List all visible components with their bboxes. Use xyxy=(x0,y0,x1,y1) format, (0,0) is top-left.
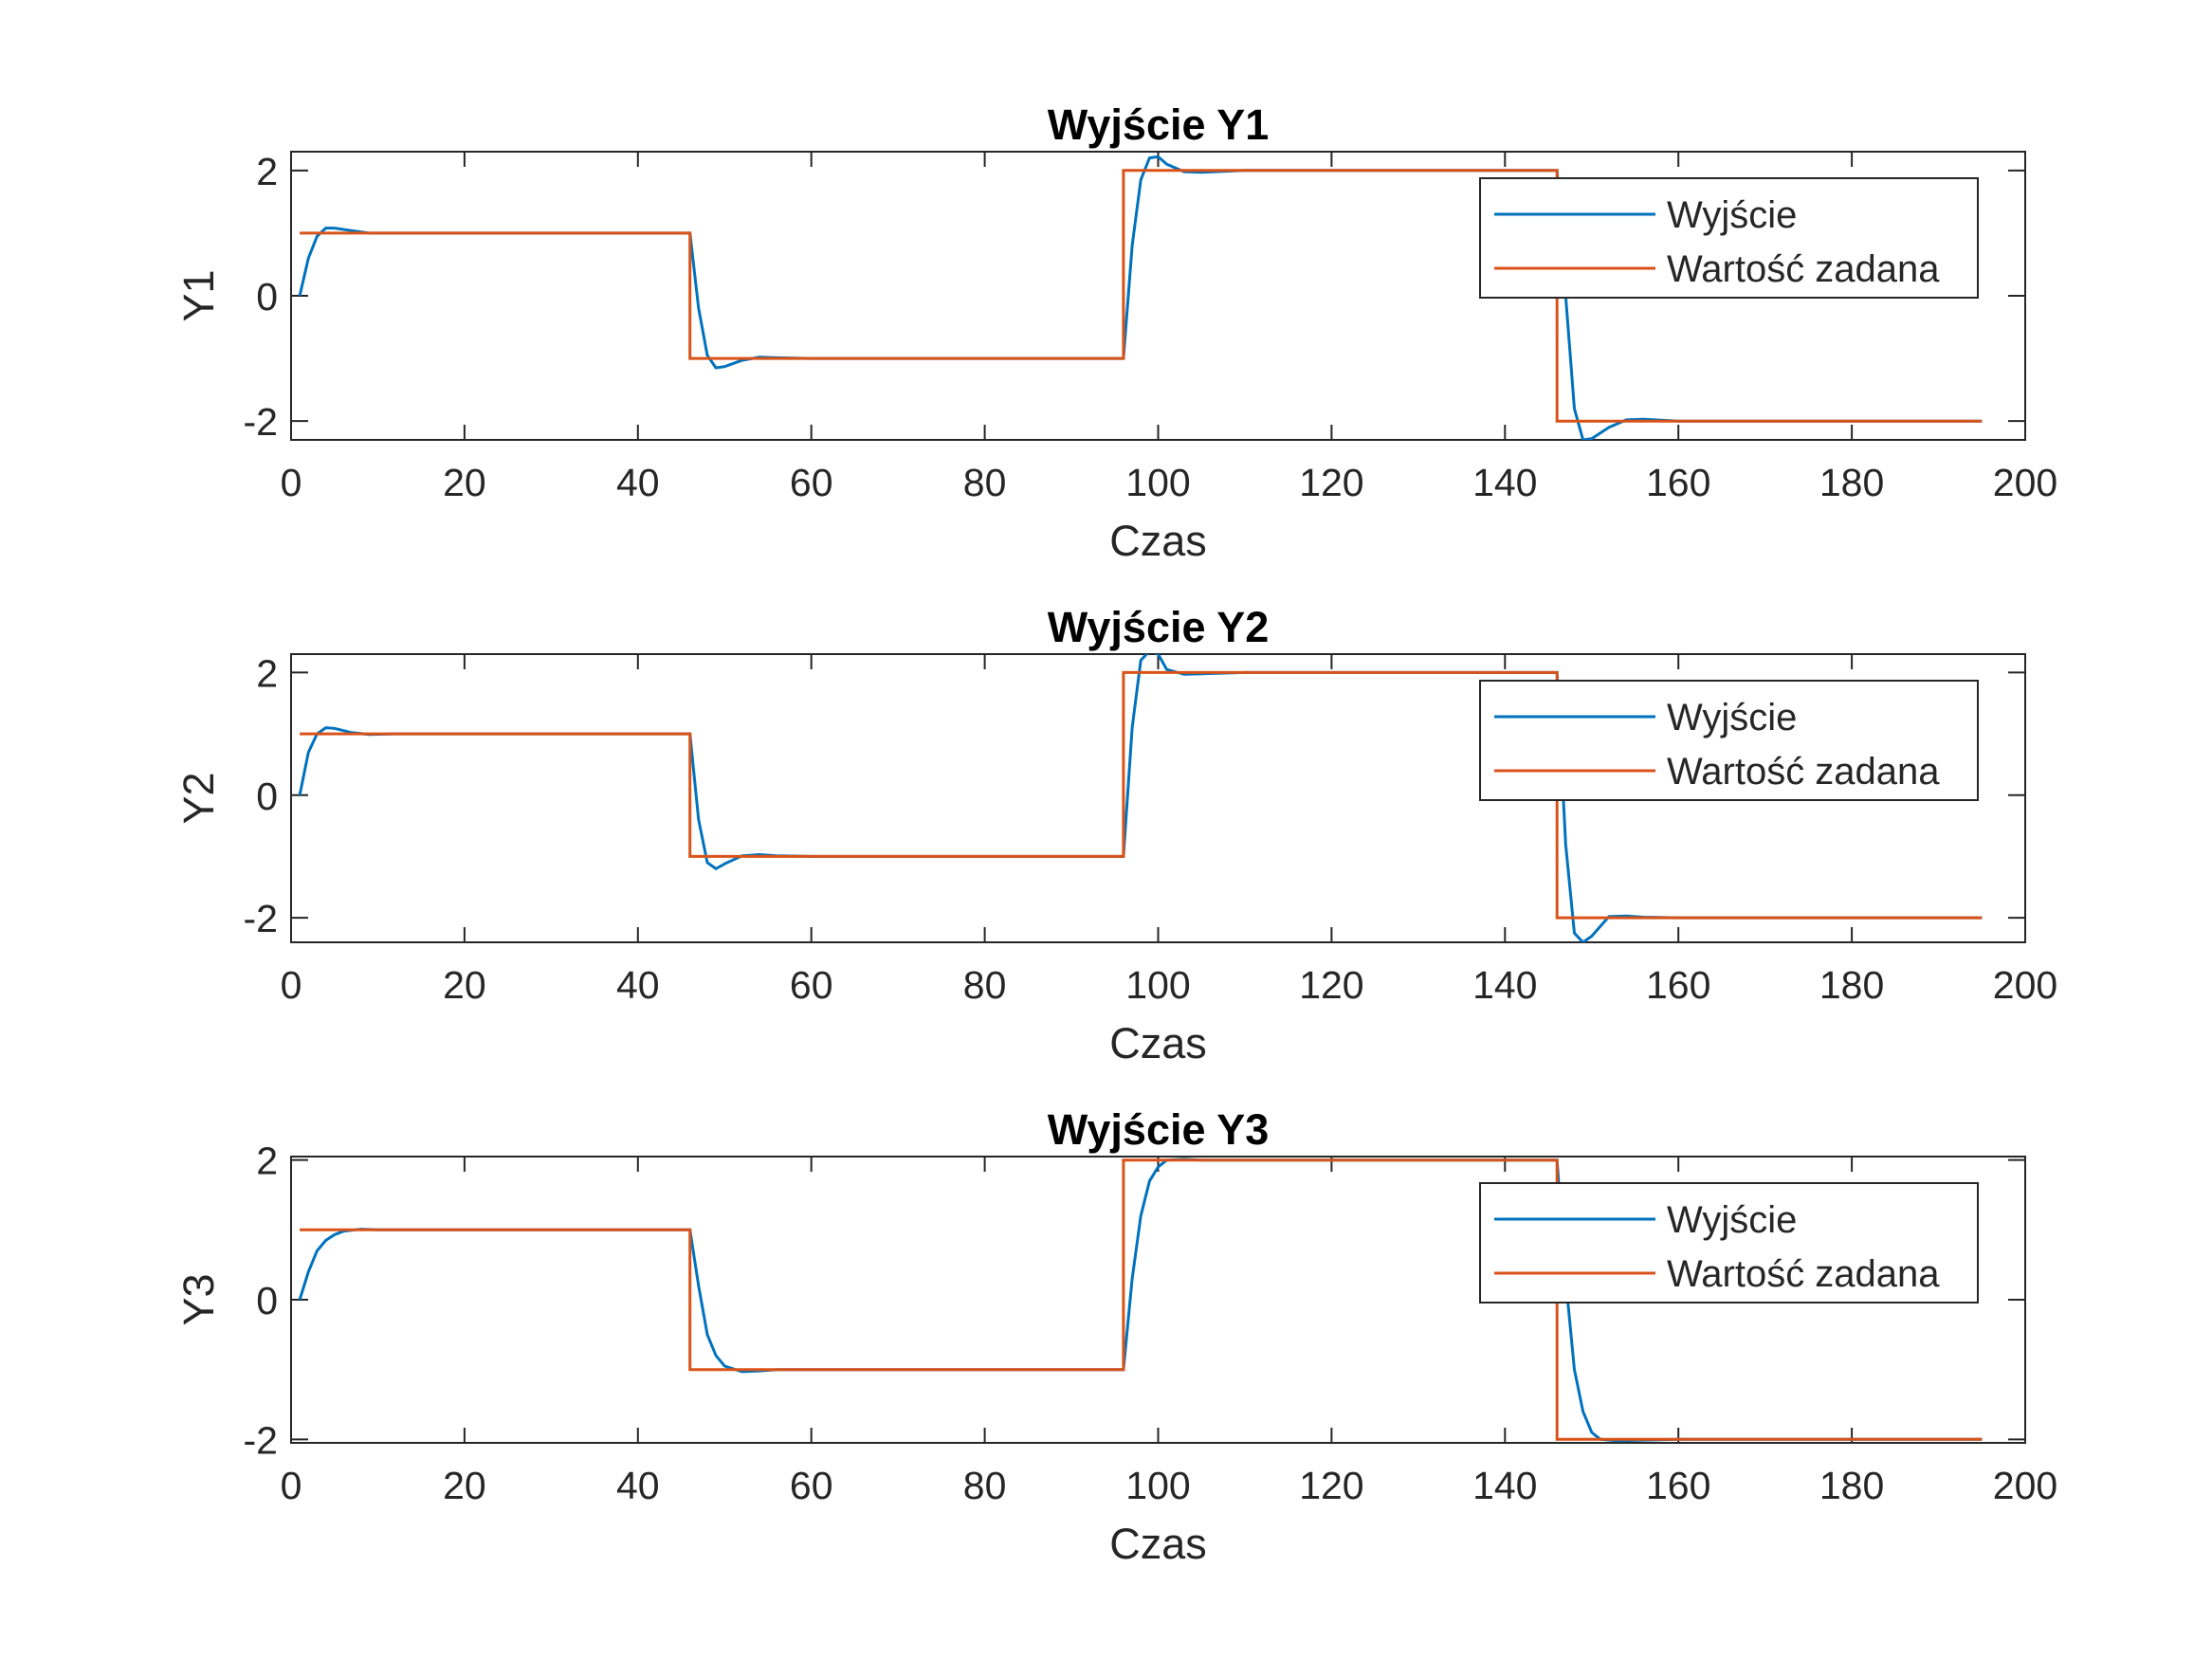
x-tick-label: 120 xyxy=(1299,1464,1363,1507)
legend-label: Wyjście xyxy=(1667,697,1797,738)
x-tick-label: 200 xyxy=(1993,963,2057,1007)
x-tick-label: 200 xyxy=(1993,1464,2057,1507)
legend-label: Wyjście xyxy=(1667,1199,1797,1241)
x-tick-label: 80 xyxy=(963,1464,1007,1507)
x-axis-label: Czas xyxy=(1109,517,1207,565)
x-tick-label: 180 xyxy=(1819,461,1884,504)
x-tick-label: 60 xyxy=(790,963,833,1007)
legend-box xyxy=(1479,177,1979,299)
y-tick-label: 0 xyxy=(256,775,278,818)
x-tick-label: 80 xyxy=(963,963,1007,1007)
x-tick-label: 100 xyxy=(1125,461,1190,504)
x-tick-label: 160 xyxy=(1646,1464,1710,1507)
legend-label: Wartość zadana xyxy=(1667,751,1940,793)
x-tick-label: 120 xyxy=(1299,461,1363,504)
x-tick-label: 40 xyxy=(616,963,660,1007)
series-line-setpoint xyxy=(300,169,1983,423)
y-tick-label: 0 xyxy=(256,275,278,319)
legend-box xyxy=(1479,680,1979,801)
x-tick-label: 100 xyxy=(1125,1464,1190,1507)
x-tick-label: 0 xyxy=(281,461,302,504)
x-tick-label: 0 xyxy=(281,1464,302,1507)
x-tick-label: 140 xyxy=(1472,1464,1537,1507)
x-tick-label: 200 xyxy=(1993,461,2057,504)
y-tick-label: 2 xyxy=(256,651,278,695)
x-tick-label: 20 xyxy=(443,461,486,504)
x-tick-label: 20 xyxy=(443,1464,486,1507)
legend-label: Wartość zadana xyxy=(1667,248,1940,290)
y-tick-label: -2 xyxy=(244,1418,278,1462)
chart-title: Wyjście Y2 xyxy=(1048,603,1270,651)
legend: Wyjście Wartość zadana xyxy=(1479,680,1979,801)
x-tick-label: 0 xyxy=(281,963,302,1007)
y-tick-label: 2 xyxy=(256,1139,278,1183)
x-tick-label: 180 xyxy=(1819,1464,1884,1507)
legend-box xyxy=(1479,1182,1979,1304)
y-axis-label: Y2 xyxy=(174,772,223,824)
legend: Wyjście Wartość zadana xyxy=(1479,1182,1979,1304)
x-tick-label: 180 xyxy=(1819,963,1884,1007)
y-axis-label: Y3 xyxy=(174,1273,223,1325)
series-line-setpoint xyxy=(300,670,1983,920)
legend: Wyjście Wartość zadana xyxy=(1479,177,1979,299)
legend-label: Wyjście xyxy=(1667,194,1797,236)
x-tick-label: 60 xyxy=(790,1464,833,1507)
x-tick-label: 160 xyxy=(1646,963,1710,1007)
y-tick-label: 0 xyxy=(256,1279,278,1322)
x-axis-label: Czas xyxy=(1109,1520,1207,1568)
x-tick-label: 60 xyxy=(790,461,833,504)
chart-title: Wyjście Y3 xyxy=(1048,1105,1270,1154)
legend-label: Wartość zadana xyxy=(1667,1253,1940,1295)
y-tick-label: -2 xyxy=(244,897,278,940)
y-tick-label: -2 xyxy=(244,400,278,444)
x-tick-label: 20 xyxy=(443,963,486,1007)
series-line-setpoint xyxy=(300,1158,1983,1441)
x-tick-label: 120 xyxy=(1299,963,1363,1007)
x-tick-label: 140 xyxy=(1472,461,1537,504)
x-axis-label: Czas xyxy=(1109,1019,1207,1067)
chart-title: Wyjście Y1 xyxy=(1048,100,1270,149)
x-tick-label: 100 xyxy=(1125,963,1190,1007)
y-axis-label: Y1 xyxy=(174,269,223,321)
x-tick-label: 40 xyxy=(616,1464,660,1507)
y-tick-label: 2 xyxy=(256,150,278,193)
x-tick-label: 140 xyxy=(1472,963,1537,1007)
x-tick-label: 40 xyxy=(616,461,660,504)
x-tick-label: 160 xyxy=(1646,461,1710,504)
x-tick-label: 80 xyxy=(963,461,1007,504)
